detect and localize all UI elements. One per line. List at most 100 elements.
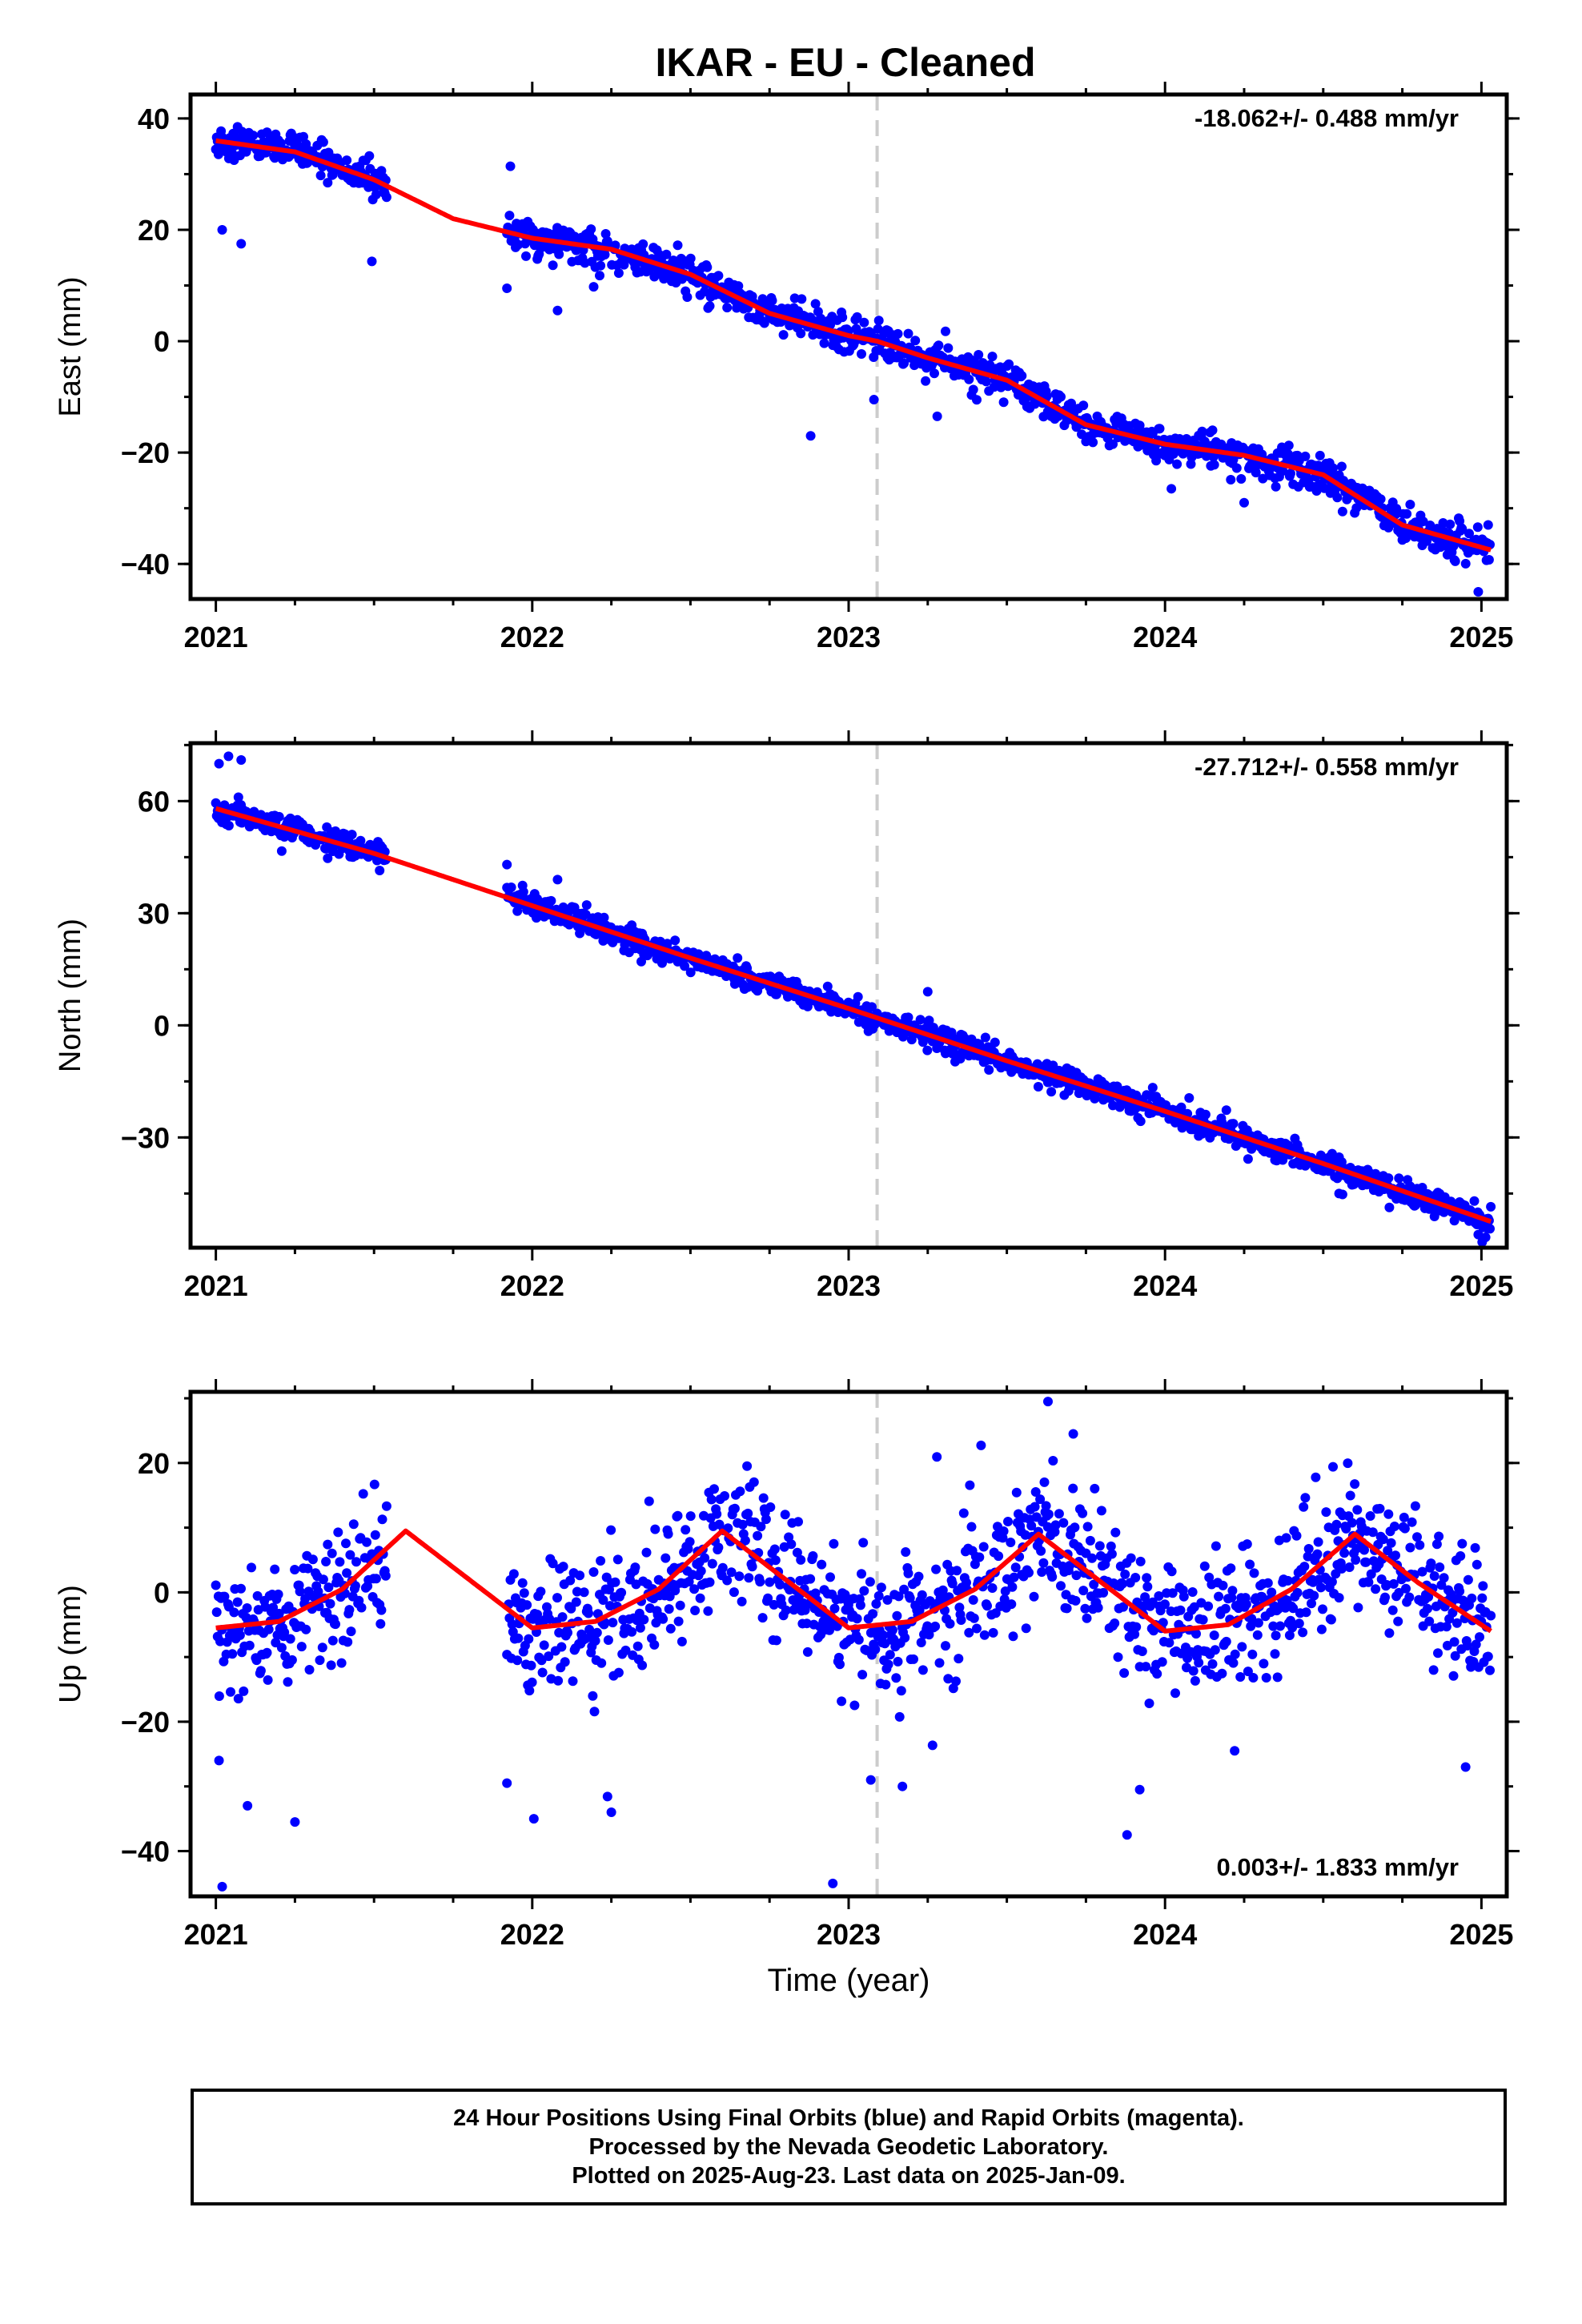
data-point	[1426, 1558, 1436, 1569]
data-point	[1383, 1509, 1394, 1519]
panel-up: 2021 2022 2023 2024 2025 20 0 −20 −40 Up (mm) Time…	[54, 1379, 1520, 1998]
data-point	[548, 1558, 558, 1569]
data-point	[1008, 1631, 1018, 1642]
data-point	[1433, 1648, 1443, 1659]
data-point	[248, 131, 259, 141]
outlier-point	[552, 305, 563, 316]
data-point	[268, 1602, 279, 1613]
data-point	[1271, 1630, 1281, 1641]
outlier-point	[1473, 1229, 1484, 1240]
data-point	[778, 330, 789, 340]
data-point	[377, 1514, 387, 1525]
data-point	[637, 1660, 648, 1671]
data-point	[600, 250, 610, 259]
data-point	[1226, 1563, 1236, 1574]
y-tick-label: 60	[138, 785, 170, 818]
data-point	[822, 981, 833, 991]
data-point	[1291, 1530, 1302, 1541]
data-point	[1056, 1581, 1066, 1591]
data-point	[584, 1624, 595, 1634]
data-point	[1108, 439, 1118, 449]
outlier-point	[236, 239, 247, 249]
data-point	[1007, 1582, 1018, 1592]
data-point	[1066, 398, 1076, 408]
data-point	[1457, 524, 1468, 534]
data-point	[512, 1655, 523, 1666]
data-point	[1351, 1543, 1362, 1554]
data-point	[969, 1613, 979, 1623]
data-point	[304, 1665, 315, 1675]
data-point	[1246, 1621, 1256, 1631]
outlier-point	[805, 431, 816, 441]
data-point	[1371, 1584, 1381, 1594]
data-point	[1412, 1532, 1422, 1542]
data-point	[765, 1502, 776, 1512]
data-point	[734, 1571, 745, 1582]
footer-box: 24 Hour Positions Using Final Orbits (bl…	[191, 2089, 1507, 2205]
data-point	[1253, 1618, 1263, 1628]
data-point	[893, 1591, 904, 1602]
data-point	[606, 1525, 616, 1535]
data-point	[588, 282, 599, 292]
data-point	[805, 1574, 816, 1584]
data-point	[331, 1619, 340, 1630]
data-point	[552, 1593, 562, 1603]
data-point	[685, 1537, 695, 1547]
rate-annotation: -18.062+/- 0.488 mm/yr	[1195, 104, 1459, 132]
data-point	[627, 1626, 637, 1637]
data-point	[539, 1640, 549, 1651]
y-axis-label: North (mm)	[54, 919, 87, 1072]
data-point	[1337, 506, 1347, 517]
data-point	[896, 1686, 906, 1696]
data-point	[1399, 1512, 1409, 1522]
data-point	[853, 991, 863, 1002]
model-curve-north	[215, 806, 1492, 1224]
data-point	[1242, 1539, 1252, 1550]
data-point	[528, 1814, 539, 1824]
data-point	[945, 1618, 955, 1629]
data-point	[1309, 1590, 1319, 1601]
data-point	[1478, 1581, 1488, 1591]
data-point	[695, 1593, 705, 1603]
data-point	[227, 1649, 238, 1659]
data-point	[1446, 1589, 1456, 1599]
data-point	[802, 1647, 813, 1657]
data-point	[706, 1494, 717, 1505]
data-point	[892, 1610, 902, 1621]
data-point	[1261, 1673, 1271, 1683]
data-point	[1220, 1603, 1231, 1614]
data-point	[968, 384, 978, 395]
data-point	[276, 846, 287, 856]
outlier-point	[1460, 1762, 1471, 1772]
data-point	[1307, 1598, 1316, 1609]
data-point	[355, 835, 366, 846]
x-tick-label: 2023	[817, 621, 881, 653]
x-tick-label: 2023	[817, 1918, 881, 1951]
data-point	[1326, 1614, 1336, 1625]
y-tick-label: 20	[138, 1447, 170, 1480]
x-tick-label: 2022	[500, 621, 564, 653]
data-point	[1144, 1699, 1154, 1708]
data-point	[527, 1677, 537, 1687]
data-point	[1209, 1630, 1219, 1640]
x-tick-label: 2025	[1449, 1918, 1513, 1951]
data-point	[381, 1501, 391, 1511]
data-point	[756, 1522, 766, 1532]
rate-annotation: -27.712+/- 0.558 mm/yr	[1195, 753, 1459, 781]
footer-line-3: Plotted on 2025-Aug-23. Last data on 202…	[572, 2163, 1126, 2189]
data-point	[865, 1577, 875, 1587]
data-point	[1218, 1580, 1228, 1590]
data-point	[317, 1642, 327, 1653]
data-point	[342, 1568, 352, 1578]
data-point	[1467, 1593, 1477, 1603]
data-point	[263, 1624, 274, 1634]
data-point	[1275, 1621, 1285, 1631]
data-point	[808, 1551, 818, 1561]
data-point	[649, 1639, 660, 1650]
data-point	[635, 1622, 645, 1633]
outlier-point	[869, 395, 879, 405]
data-point	[819, 338, 829, 348]
data-point	[1068, 1483, 1078, 1494]
data-point	[296, 1642, 307, 1652]
data-point	[882, 1594, 893, 1605]
